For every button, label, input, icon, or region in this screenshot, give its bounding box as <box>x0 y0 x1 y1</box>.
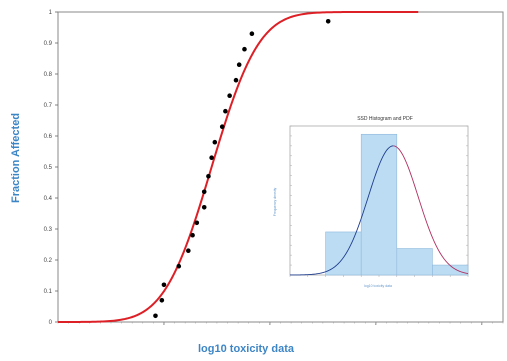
y-tick-label: 0.2 <box>44 258 53 264</box>
data-point <box>242 46 247 52</box>
inset-histogram: SSD Histogram and PDF Frequency density … <box>273 116 469 288</box>
y-tick-label: 0.1 <box>44 289 53 295</box>
data-point <box>194 220 200 226</box>
data-point <box>223 108 228 114</box>
y-tick-label: 0.6 <box>44 134 53 140</box>
y-tick-label: 0.3 <box>44 227 53 233</box>
data-point <box>209 155 214 160</box>
inset-pdf-curves <box>289 145 469 276</box>
data-point <box>249 31 255 36</box>
inset-y-axis-title: Frequency density <box>273 187 277 216</box>
main-axes: 0 0.1 0.2 0.3 0.4 0.5 0.6 0.7 0.8 0.9 1 <box>44 10 504 326</box>
fitted-cdf-line <box>58 11 419 323</box>
y-tick-label: 0.5 <box>44 165 53 171</box>
inset-title: SSD Histogram and PDF <box>357 116 413 122</box>
inset-ticks <box>289 125 469 277</box>
data-point <box>325 19 331 24</box>
data-point <box>227 93 232 98</box>
data-point <box>206 174 211 179</box>
data-point <box>159 298 165 303</box>
pdf-curve-right <box>393 145 469 275</box>
histogram-bar <box>360 133 398 276</box>
data-point <box>153 313 158 319</box>
y-axis-title: Fraction Affected <box>10 113 22 203</box>
data-point <box>201 189 207 195</box>
y-tick-label: 0.7 <box>44 103 53 109</box>
y-tick-label: 0.8 <box>44 72 53 78</box>
inset-x-axis-title: log10 toxicity data <box>364 284 392 288</box>
data-points <box>153 19 331 319</box>
data-point <box>233 77 239 83</box>
y-tick-label: 0.4 <box>44 196 53 202</box>
data-point <box>190 232 195 238</box>
histogram-bar <box>432 264 469 276</box>
x-axis-title: log10 toxicity data <box>198 343 295 355</box>
y-tick-label: 0 <box>49 320 53 326</box>
inset-bars <box>325 133 469 276</box>
data-point <box>201 205 207 210</box>
data-point <box>176 263 182 269</box>
data-point <box>212 139 218 145</box>
fitted-cdf-curve <box>58 11 419 323</box>
pdf-curve-left <box>289 145 394 276</box>
data-point <box>236 62 242 67</box>
histogram-bar <box>396 248 433 276</box>
y-tick-label: 1 <box>49 10 53 16</box>
data-point <box>219 124 225 129</box>
y-tick-label: 0.9 <box>44 41 53 47</box>
histogram-bar <box>325 231 362 276</box>
data-point <box>161 282 167 288</box>
data-point <box>186 248 191 253</box>
